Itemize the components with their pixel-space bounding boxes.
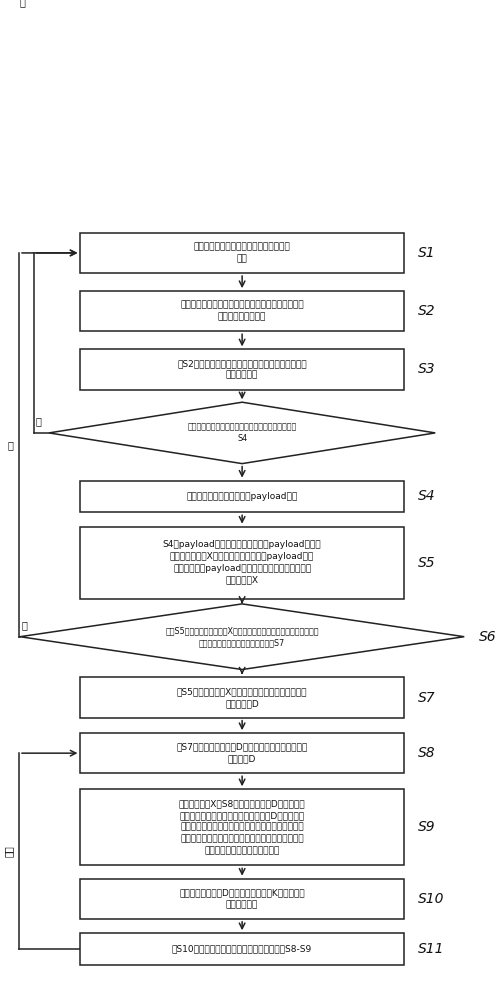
Text: S2: S2 (418, 304, 436, 318)
Text: 否: 否 (36, 417, 42, 427)
Text: S6: S6 (479, 630, 497, 644)
FancyBboxPatch shape (80, 789, 404, 865)
Polygon shape (49, 402, 435, 464)
Text: 否: 否 (7, 440, 13, 450)
FancyBboxPatch shape (80, 349, 404, 390)
Text: 模拟攻击命令X向S8获得的下载地址D发起下载请
求，下载样本文件；当从下载地址数据D成功下载到
样本文件，样本文件经过沙箱分析系统进行分析，样
本文件中存在恶意: 模拟攻击命令X向S8获得的下载地址D发起下载请 求，下载样本文件；当从下载地址数… (179, 799, 305, 855)
Text: 对S7提取出的下载地址D发送下载请求，并得到下载
地址数据D: 对S7提取出的下载地址D发送下载请求，并得到下载 地址数据D (176, 743, 308, 764)
Text: 利用深度报文检测设备实时获取网络流量
数据: 利用深度报文检测设备实时获取网络流量 数据 (194, 243, 290, 263)
Text: S8: S8 (418, 746, 436, 760)
FancyBboxPatch shape (80, 933, 404, 965)
Text: S4中payload数据进行语义分析，从payload中提取
并解析攻击命令X，其中，语义分析为对payload数据
进行分句，将payload数据拆分成单句，: S4中payload数据进行语义分析，从payload中提取 并解析攻击命令X，… (163, 540, 321, 585)
FancyBboxPatch shape (80, 879, 404, 919)
FancyBboxPatch shape (80, 481, 404, 512)
Polygon shape (20, 604, 464, 670)
FancyBboxPatch shape (80, 733, 404, 773)
Text: 将S2中得到的结构化数据与漏洞攻击检测规则库中的
规则进行比对: 将S2中得到的结构化数据与漏洞攻击检测规则库中的 规则进行比对 (177, 359, 307, 380)
Text: 否: 否 (21, 620, 27, 630)
Text: 从S5中的攻击命令X中提取出相对应的地址数据，记
为下载地址D: 从S5中的攻击命令X中提取出相对应的地址数据，记 为下载地址D (177, 687, 307, 708)
Text: S10: S10 (418, 892, 445, 906)
Text: 根据下载地址数据D和预设的猜解指标K猜解出多个
下载地址数据: 根据下载地址数据D和预设的猜解指标K猜解出多个 下载地址数据 (179, 888, 305, 909)
FancyBboxPatch shape (80, 233, 404, 273)
Text: S9: S9 (418, 820, 436, 834)
Text: S3: S3 (418, 362, 436, 376)
Text: 从结构化数据中提取并保存payload数据: 从结构化数据中提取并保存payload数据 (186, 492, 298, 501)
Text: S11: S11 (418, 942, 445, 956)
FancyBboxPatch shape (80, 527, 404, 599)
Text: 将获得的网络流量数据按照协议进行解析，将解析内
容转化为结构化数据: 将获得的网络流量数据按照协议进行解析，将解析内 容转化为结构化数据 (180, 301, 304, 322)
Text: S4: S4 (418, 489, 436, 503)
Text: S5: S5 (418, 556, 436, 570)
Text: S7: S7 (418, 691, 436, 705)
Text: 否: 否 (20, 0, 26, 7)
Text: 对S10中猜解出的每个下载地址数据重复执行S8-S9: 对S10中猜解出的每个下载地址数据重复执行S8-S9 (172, 945, 312, 954)
FancyBboxPatch shape (80, 291, 404, 331)
Text: 判断S5中提取出的攻击命令X中是否包含终端系统用于执行下载任务的
下载指令，若是存在下载指令，执行S7: 判断S5中提取出的攻击命令X中是否包含终端系统用于执行下载任务的 下载指令，若是… (165, 626, 319, 647)
Text: 重复: 重复 (3, 845, 13, 857)
Text: S1: S1 (418, 246, 436, 260)
Text: 当结构化数据与漏洞攻击检测规则比对成功时，进入
S4: 当结构化数据与漏洞攻击检测规则比对成功时，进入 S4 (187, 423, 297, 443)
FancyBboxPatch shape (80, 677, 404, 718)
